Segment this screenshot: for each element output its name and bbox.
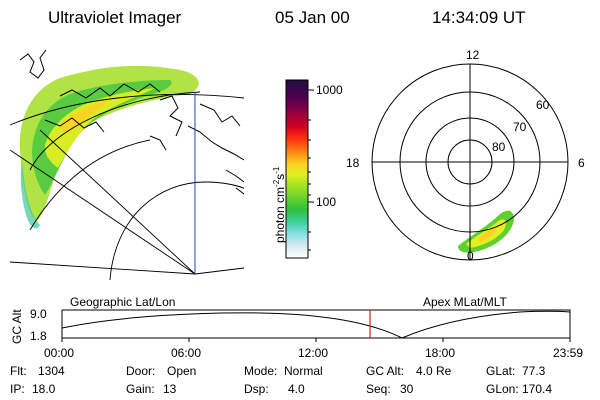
mlt-label-18: 18 [346,156,360,170]
colorbar [285,79,309,259]
status-door-value: Open [167,364,197,378]
date-readout: 05 Jan 00 [275,8,350,27]
unit-text: photon cm [273,186,287,243]
status-glat-key: GLat: [486,364,516,378]
coastlines [19,49,244,195]
status-glon-value: 170.4 [522,382,553,396]
colorbar-unit-label: photon cm-2s-1 [272,167,287,243]
mlt-label-0: 0 [467,249,474,263]
unit-mid: s [273,173,287,180]
mlat-ring-70: 70 [513,120,527,134]
time-readout: 14:34:09 UT [432,8,526,27]
status-ip-key: IP: [10,382,25,396]
aurora-emission-left [19,65,199,229]
status-door-key: Door: [126,364,156,378]
geographic-map [9,49,244,280]
altitude-ticks [61,338,571,342]
polar-coord-label: Apex MLat/MLT [423,295,507,309]
status-mode-key: Mode: [244,364,278,378]
time-tick-1800: 18:00 [425,346,456,360]
status-gain-key: Gain: [126,382,155,396]
mlt-label-6: 6 [578,156,585,170]
mlat-ring-60: 60 [536,98,550,112]
status-glat-value: 77.3 [522,364,546,378]
status-seq-value: 30 [400,382,414,396]
colorbar-tick-100: 100 [316,195,337,209]
colorbar-ticks [308,89,314,251]
altitude-ylabel: GC Alt [10,309,24,344]
app-title: Ultraviolet Imager [48,8,182,27]
status-gain-value: 13 [163,382,177,396]
aurora-emission-polar [458,210,514,253]
altitude-ytick-9: 9.0 [30,307,47,321]
status-mode-value: Normal [284,364,323,378]
altitude-ytick-1-8: 1.8 [30,329,47,343]
status-flt-value: 1304 [38,364,65,378]
colorbar-tick-1000: 1000 [316,83,343,97]
altitude-curve [61,310,571,339]
time-tick-2359: 23:59 [553,346,584,360]
status-flt-key: Flt: [10,364,27,378]
status-seq-key: Seq: [366,382,391,396]
polar-plot [371,63,569,261]
status-glon-key: GLon: [486,382,519,396]
mlat-ring-80: 80 [492,140,506,154]
status-gcalt-key: GC Alt: [366,364,405,378]
altitude-plot [61,309,571,342]
polar-grid [371,63,569,261]
status-dsp-key: Dsp: [244,382,269,396]
unit-exp2: -1 [272,166,281,174]
status-ip-value: 18.0 [32,382,56,396]
status-dsp-value: 4.0 [288,382,305,396]
unit-exp1: -2 [272,179,281,187]
time-tick-0600: 06:00 [171,346,202,360]
map-projection-label: Geographic Lat/Lon [70,295,176,309]
status-gcalt-value: 4.0 Re [416,364,452,378]
time-tick-1200: 12:00 [298,346,329,360]
time-tick-0000: 00:00 [44,346,75,360]
mlt-label-12: 12 [466,48,480,62]
